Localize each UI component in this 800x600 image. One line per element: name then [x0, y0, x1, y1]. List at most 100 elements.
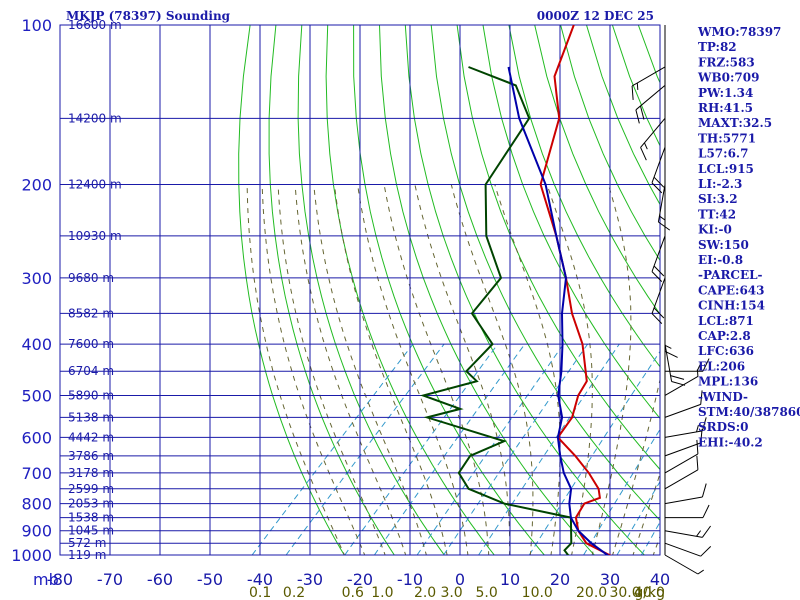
moist-adiabat-line — [494, 184, 561, 555]
wind-barb-flag — [696, 424, 699, 432]
mixing-ratio-tick-label: 0.2 — [283, 585, 305, 600]
index-line: SI:3.2 — [698, 192, 738, 206]
index-line: CAP:2.8 — [698, 329, 751, 343]
mixing-ratio-tick-label: 40.0 — [634, 585, 665, 600]
index-line: KI:-0 — [698, 223, 732, 237]
height-label: 10930 m — [68, 229, 122, 243]
pressure-unit-label: mb — [33, 570, 59, 589]
dry-adiabat-line — [238, 25, 345, 555]
index-line: LI:-2.3 — [698, 177, 742, 191]
mixing-ratio-tick-label: 10.0 — [522, 585, 553, 600]
wind-barb-shaft — [664, 469, 699, 490]
index-line: STM:40/387860800 — [698, 405, 800, 419]
index-line: TP:82 — [698, 40, 737, 54]
wind-barb-shaft — [664, 530, 703, 538]
index-line: MPL:136 — [698, 375, 758, 389]
wind-barb-shaft — [664, 542, 701, 557]
height-label: 2599 m — [68, 482, 114, 496]
wind-barb-shaft — [631, 66, 666, 87]
wind-barb-shaft — [664, 403, 701, 418]
chart-title: MKJP (78397) Sounding — [66, 9, 231, 23]
parcel-profile-line — [507, 66, 610, 555]
height-label: 2053 m — [68, 497, 114, 511]
chart-datetime: 0000Z 12 DEC 25 — [537, 9, 654, 23]
moist-adiabat-line — [612, 377, 660, 555]
moist-adiabat-line — [313, 184, 427, 555]
pressure-tick-label: 700 — [21, 464, 52, 483]
temperature-tick-label: 10 — [500, 570, 520, 589]
wind-barb-flag — [640, 105, 645, 120]
wind-barb-flag — [651, 271, 663, 282]
index-line: EL:206 — [698, 359, 745, 373]
index-line: CINH:154 — [698, 299, 765, 313]
profiles — [419, 25, 612, 555]
height-label: 3786 m — [68, 449, 114, 463]
mixing-ratio-tick-label: 5.0 — [475, 585, 497, 600]
moist-adiabat-line — [357, 184, 469, 555]
wind-barb-shaft — [664, 554, 699, 575]
wind-barb-flag — [702, 504, 710, 518]
wind-barb-flag — [702, 525, 712, 538]
wind-barb-flag — [664, 344, 672, 349]
temperature-tick-label: -20 — [347, 570, 373, 589]
wind-barb-flag — [653, 265, 665, 277]
wind-barb-flag — [658, 221, 671, 231]
index-line: TH:5771 — [698, 131, 756, 145]
height-label: 5890 m — [68, 388, 114, 402]
dry-adiabat-line — [353, 25, 545, 555]
pressure-tick-label: 300 — [21, 269, 52, 288]
moist-adiabat-line — [546, 184, 593, 555]
temperature-tick-label: 30 — [600, 570, 620, 589]
moist-adiabat-line — [450, 184, 534, 555]
wind-barb-flag — [702, 358, 710, 372]
wind-barb-shaft — [664, 442, 701, 457]
pressure-tick-label: 1000 — [11, 546, 52, 565]
index-line: SW:150 — [698, 238, 749, 252]
moist-adiabat-line — [246, 184, 345, 555]
dry-adiabat-line — [430, 25, 660, 521]
wind-barb-shaft — [651, 277, 666, 314]
wind-barb-flag — [631, 85, 634, 100]
dry-adiabat-line — [404, 25, 645, 555]
wind-barb-shaft — [657, 184, 666, 223]
wind-barb-flag — [696, 530, 702, 537]
dry-adiabat-line — [482, 25, 660, 420]
mixing-ratio-tick-label: 1.0 — [371, 585, 393, 600]
wind-barb-flag — [701, 417, 707, 431]
height-label: 572 m — [68, 536, 106, 550]
wind-barb-flag — [696, 455, 699, 470]
mixing-ratio-tick-label: 2.0 — [414, 585, 436, 600]
wind-barb-shaft — [664, 453, 699, 474]
index-line: TT:42 — [698, 207, 736, 221]
temperature-tick-label: -60 — [147, 570, 173, 589]
index-line: LCL:915 — [698, 162, 754, 176]
pressure-tick-label: 900 — [21, 522, 52, 541]
temperature-profile-line — [539, 25, 612, 555]
mixing-ratio-tick-label: 3.0 — [440, 585, 462, 600]
wind-barb-shaft — [635, 85, 666, 111]
wind-barb-flag — [671, 381, 686, 386]
wind-barb-shaft — [651, 146, 666, 184]
temperature-tick-label: -80 — [47, 570, 73, 589]
wind-barb-flag — [697, 569, 704, 575]
index-line: EHI:-40.2 — [698, 435, 763, 449]
wind-barb-flag — [696, 364, 701, 372]
height-label: 5138 m — [68, 410, 114, 424]
dry-adiabat-line — [560, 25, 660, 262]
wind-barb-shaft — [664, 496, 703, 505]
dry-adiabat-line — [534, 25, 660, 316]
height-label: 1538 m — [68, 511, 114, 525]
height-label: 8582 m — [68, 306, 114, 320]
wind-barb-shaft — [664, 430, 703, 438]
index-line: EI:-0.8 — [698, 253, 743, 267]
wind-barb-flag — [636, 82, 639, 90]
height-label: 7600 m — [68, 337, 114, 351]
wind-barbs — [631, 25, 712, 575]
pressure-tick-label: 400 — [21, 335, 52, 354]
wind-barb-shaft — [640, 118, 666, 148]
temperature-tick-label: -70 — [97, 570, 123, 589]
wind-barb-flag — [651, 313, 663, 324]
index-line: -PARCEL- — [698, 268, 763, 282]
wind-barb-flag — [664, 350, 678, 358]
